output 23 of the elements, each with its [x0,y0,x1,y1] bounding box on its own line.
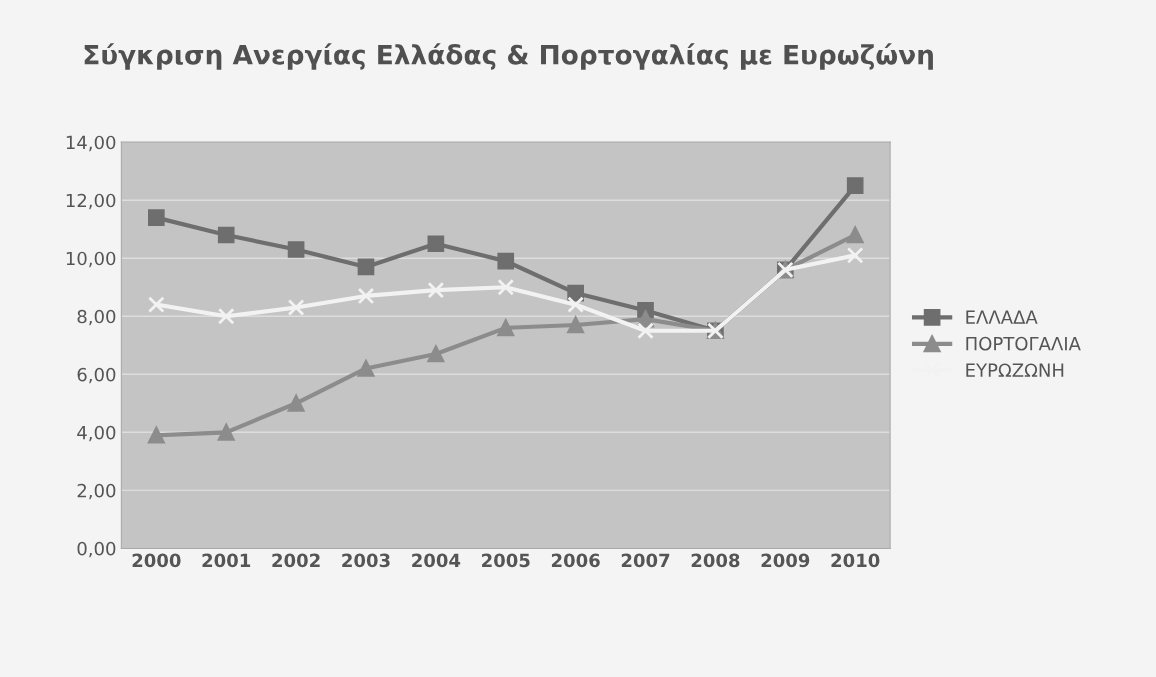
x-tick-label: 2001 [202,553,251,568]
y-tick-label: 6,00 [77,367,116,384]
x-tick-label: 2009 [761,553,810,568]
y-tick-label: 2,00 [77,483,116,500]
y-tick-label: 12,00 [66,193,116,210]
y-tick-label: 10,00 [66,251,116,268]
chart-title: Σύγκριση Ανεργίας Ελλάδας & Πορτογαλίας με Ευρωζώνη [84,43,933,70]
x-tick-label: 2008 [691,553,740,568]
x-tick-label: 2000 [132,553,181,568]
x-tick-label: 2005 [482,553,530,568]
text: ΕΥΡΩΖΩΝΗ [966,363,1064,377]
y-tick-label: 14,00 [66,135,116,152]
y-tick-label: 4,00 [77,425,116,442]
y-tick-label: 0,00 [77,541,116,558]
x-tick-label: 2010 [831,553,880,568]
x-tick-label: 2007 [621,553,670,568]
legend-label: ΠΟΡΤΟΓΑΛΙΑ [966,336,1081,351]
x-tick-label: 2003 [342,553,390,568]
legend-label: ΕΛΛΑΔΑ [966,310,1038,324]
y-tick-label: 8,00 [77,309,116,326]
x-tick-label: 2004 [412,553,461,568]
x-tick-label: 2006 [551,553,600,568]
x-tick-label: 2002 [272,553,320,568]
